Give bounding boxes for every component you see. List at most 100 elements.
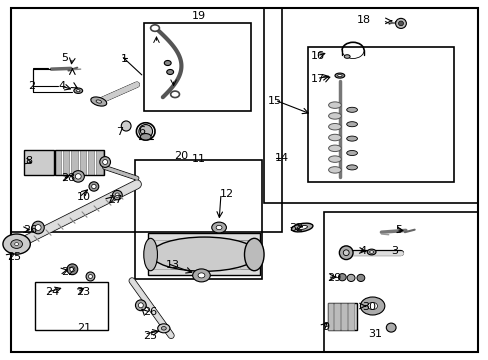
Ellipse shape: [75, 174, 81, 179]
Circle shape: [367, 302, 377, 310]
Ellipse shape: [344, 55, 349, 58]
Ellipse shape: [143, 238, 157, 271]
Text: 22: 22: [61, 267, 75, 277]
Text: 26: 26: [23, 225, 38, 235]
Text: 11: 11: [191, 154, 205, 164]
Ellipse shape: [86, 272, 95, 281]
Text: 30: 30: [361, 302, 375, 312]
Text: 15: 15: [267, 96, 282, 106]
Bar: [11, 8, 282, 232]
Bar: [307, 47, 453, 182]
Ellipse shape: [296, 225, 307, 230]
Circle shape: [15, 243, 19, 246]
Ellipse shape: [135, 300, 146, 311]
Ellipse shape: [67, 264, 78, 275]
Text: 12: 12: [220, 189, 234, 199]
Ellipse shape: [334, 73, 344, 78]
Text: 23: 23: [76, 287, 90, 297]
Bar: [323, 212, 477, 352]
Ellipse shape: [328, 123, 341, 130]
Ellipse shape: [356, 274, 364, 282]
Bar: [176, 240, 193, 269]
Ellipse shape: [339, 246, 352, 260]
Circle shape: [360, 297, 384, 315]
Ellipse shape: [346, 136, 357, 141]
Ellipse shape: [244, 238, 264, 271]
Text: 7: 7: [116, 127, 123, 138]
Text: 27: 27: [108, 195, 122, 205]
Bar: [199, 240, 216, 269]
Text: 26: 26: [142, 307, 157, 318]
Ellipse shape: [102, 159, 107, 165]
Text: 21: 21: [77, 323, 91, 333]
Text: 4: 4: [59, 81, 66, 91]
Ellipse shape: [115, 193, 119, 197]
Bar: [55, 150, 61, 175]
Circle shape: [216, 225, 222, 230]
Ellipse shape: [138, 303, 143, 308]
Ellipse shape: [161, 327, 166, 330]
Ellipse shape: [157, 324, 170, 333]
Text: 25: 25: [7, 252, 21, 262]
Ellipse shape: [76, 90, 80, 92]
Ellipse shape: [337, 75, 341, 77]
Ellipse shape: [100, 157, 110, 167]
Text: 3: 3: [390, 246, 397, 256]
Bar: [150, 240, 250, 269]
Text: 5: 5: [61, 53, 68, 63]
Ellipse shape: [32, 221, 44, 234]
Circle shape: [164, 60, 171, 66]
Ellipse shape: [328, 102, 341, 108]
Ellipse shape: [398, 21, 403, 26]
Circle shape: [3, 234, 30, 254]
Text: 18: 18: [356, 15, 370, 25]
Ellipse shape: [328, 145, 341, 152]
Text: 6: 6: [138, 126, 144, 136]
Bar: [135, 160, 261, 279]
Bar: [63, 150, 69, 175]
Ellipse shape: [91, 97, 106, 106]
Ellipse shape: [328, 134, 341, 141]
Ellipse shape: [346, 107, 357, 112]
Text: 29: 29: [326, 273, 340, 283]
Ellipse shape: [346, 274, 354, 282]
Bar: [347, 303, 353, 330]
Ellipse shape: [89, 182, 99, 191]
Ellipse shape: [140, 134, 151, 140]
Text: 19: 19: [191, 11, 205, 21]
Ellipse shape: [369, 251, 373, 253]
Text: 14: 14: [274, 153, 288, 163]
Text: 4: 4: [359, 246, 366, 256]
Text: 1: 1: [121, 54, 128, 64]
Circle shape: [192, 269, 210, 282]
Circle shape: [166, 69, 173, 75]
Bar: [327, 303, 333, 330]
Ellipse shape: [291, 223, 312, 232]
Ellipse shape: [366, 249, 375, 255]
Text: 28: 28: [61, 173, 75, 183]
Bar: [55, 150, 103, 175]
Ellipse shape: [346, 165, 357, 170]
Text: 20: 20: [174, 150, 188, 161]
Circle shape: [150, 25, 159, 31]
Bar: [334, 303, 340, 330]
Bar: [96, 150, 102, 175]
Circle shape: [198, 273, 204, 278]
Bar: [147, 233, 260, 275]
Circle shape: [11, 240, 22, 248]
Text: 2: 2: [28, 81, 35, 91]
Bar: [327, 303, 356, 330]
Ellipse shape: [328, 113, 341, 119]
Bar: [341, 303, 346, 330]
Bar: [264, 8, 477, 203]
Text: 16: 16: [310, 51, 324, 61]
Ellipse shape: [35, 225, 41, 230]
Ellipse shape: [112, 190, 122, 200]
Bar: [35, 282, 107, 330]
Ellipse shape: [74, 88, 82, 94]
Text: 32: 32: [289, 222, 303, 233]
Ellipse shape: [151, 237, 257, 271]
Bar: [144, 23, 250, 111]
Bar: [223, 240, 240, 269]
Text: 9: 9: [322, 322, 329, 332]
